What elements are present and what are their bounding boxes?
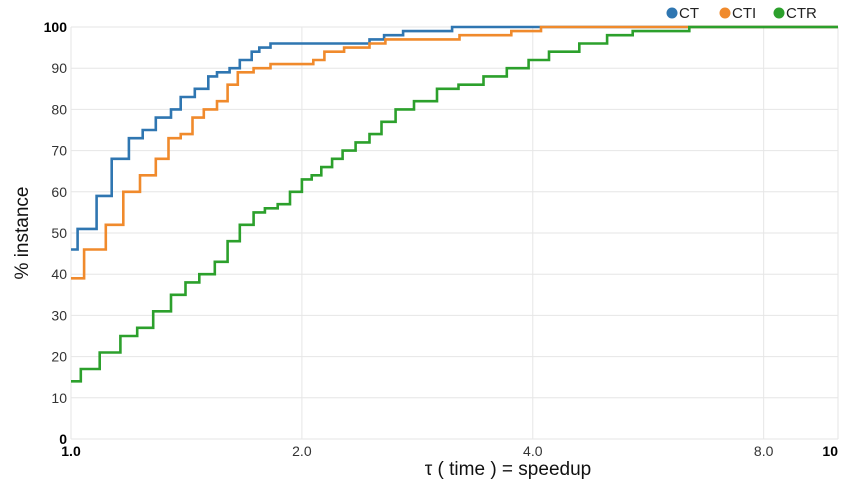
legend-item-ct: CT (666, 5, 699, 22)
y-tick-label: 90 (51, 60, 67, 76)
x-tick-label: 10 (822, 443, 838, 459)
x-axis-title: τ ( time ) = speedup (425, 459, 591, 480)
series-layer (71, 25, 838, 383)
y-tick-label: 70 (51, 143, 67, 159)
grid-lines (70, 26, 839, 440)
legend-marker (719, 7, 731, 19)
series-line-cti (71, 25, 838, 280)
y-tick-label: 60 (51, 184, 67, 200)
legend: CT CTI CTR (666, 5, 817, 22)
y-tick-label: 80 (51, 101, 67, 117)
y-tick-label: 50 (51, 225, 67, 241)
legend-item-cti: CTI (719, 5, 756, 22)
y-tick-label: 0 (59, 431, 67, 447)
y-tick-label: 100 (44, 19, 68, 35)
legend-label: CTR (786, 5, 817, 22)
y-tick-label: 20 (51, 349, 67, 365)
series-line-ctr (71, 25, 838, 383)
y-tick-label: 40 (51, 266, 67, 282)
legend-marker (666, 7, 678, 19)
x-tick-label: 8.0 (754, 443, 774, 459)
x-tick-label: 2.0 (292, 443, 312, 459)
legend-label: CT (679, 5, 699, 22)
y-tick-label: 10 (51, 390, 67, 406)
x-tick-label: 4.0 (523, 443, 543, 459)
legend-label: CTI (732, 5, 756, 22)
legend-item-ctr: CTR (773, 5, 817, 22)
y-tick-label: 30 (51, 307, 67, 323)
legend-marker (773, 7, 785, 19)
y-axis-title: % instance (12, 187, 33, 280)
x-tick-label: 1.0 (61, 443, 81, 459)
series-line-ct (71, 25, 838, 251)
